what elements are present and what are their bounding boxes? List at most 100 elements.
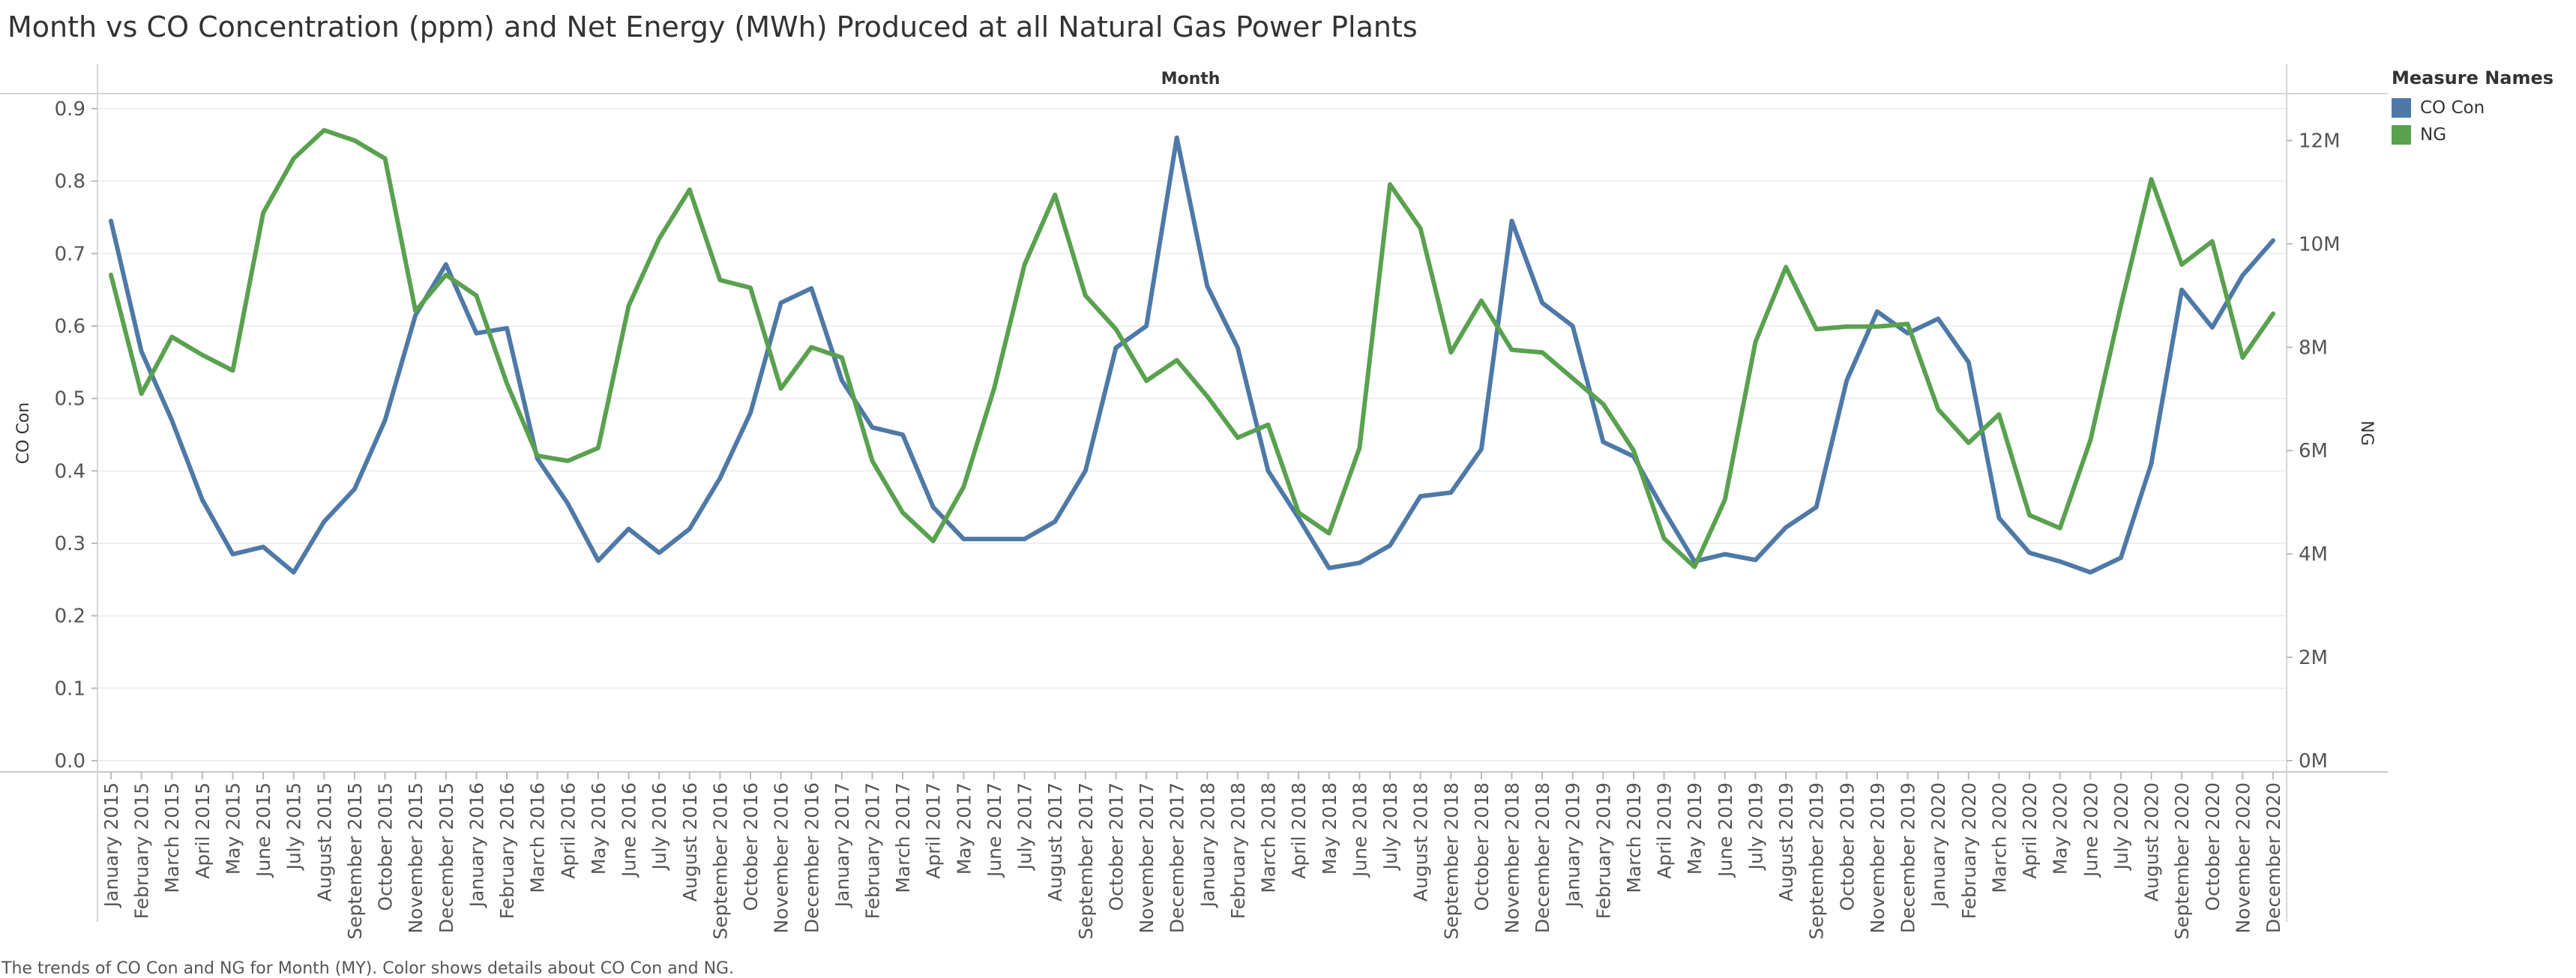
x-tick-label: February 2018	[1227, 782, 1249, 919]
y-right-tick-label: 2M	[2299, 647, 2328, 669]
x-tick-label: January 2017	[831, 782, 853, 908]
legend-item-co-con[interactable]: CO Con	[2392, 94, 2554, 121]
x-tick-label: July 2018	[1379, 782, 1401, 872]
header-axis-label: Month	[1161, 70, 1221, 88]
y-axis-left-label: CO Con	[14, 402, 33, 464]
x-tick-label: May 2020	[2050, 782, 2071, 875]
x-tick-label: September 2019	[1806, 782, 1828, 940]
x-tick-label: May 2015	[222, 782, 244, 875]
legend-label-ng: NG	[2420, 125, 2447, 145]
y-left-tick-label: 0.2	[55, 606, 85, 628]
x-tick-label: October 2015	[375, 782, 397, 911]
x-tick-label: April 2017	[923, 782, 945, 879]
y-right-tick-label: 0M	[2299, 750, 2328, 773]
x-tick-label: May 2017	[953, 782, 975, 875]
x-tick-label: June 2016	[619, 782, 640, 878]
x-tick-label: February 2020	[1958, 782, 1980, 919]
y-right-tick-label: 8M	[2299, 336, 2328, 359]
y-axis-right-ticks: 0M 2M 4M 6M 8M 10M 12M	[2287, 130, 2341, 773]
y-axis-left-ticks: 0.0 0.1 0.2 0.3 0.4 0.5 0.6 0.7 0.8 0.9	[55, 98, 97, 773]
y-left-tick-label: 0.7	[55, 243, 85, 265]
x-tick-label: November 2016	[771, 782, 792, 934]
x-tick-label: October 2020	[2202, 782, 2224, 911]
x-tick-label: April 2016	[557, 782, 579, 879]
legend-item-ng[interactable]: NG	[2392, 121, 2554, 148]
x-tick-label: August 2019	[1775, 782, 1797, 902]
x-tick-label: January 2020	[1928, 782, 1949, 908]
x-tick-label: April 2020	[2019, 782, 2041, 879]
x-axis-ticks: January 2015 February 2015 March 2015 April…	[100, 772, 2284, 940]
x-tick-label: August 2016	[679, 782, 701, 902]
legend-swatch-co-con	[2392, 98, 2411, 118]
x-tick-label: July 2015	[283, 782, 305, 872]
x-tick-label: June 2020	[2080, 782, 2101, 878]
x-tick-label: September 2016	[709, 782, 731, 940]
x-tick-label: September 2020	[2171, 782, 2193, 940]
x-tick-label: March 2017	[892, 782, 914, 893]
x-tick-label: March 2018	[1258, 782, 1280, 893]
y-left-tick-label: 0.3	[55, 533, 85, 555]
x-tick-label: January 2016	[466, 782, 487, 908]
x-tick-label: October 2018	[1471, 782, 1493, 911]
y-left-tick-label: 0.5	[55, 388, 85, 411]
x-tick-label: November 2018	[1502, 782, 1523, 934]
series-line-ng	[109, 127, 2275, 570]
x-tick-label: March 2019	[1623, 782, 1645, 893]
x-tick-label: April 2018	[1288, 782, 1310, 879]
y-left-tick-label: 0.4	[55, 460, 85, 483]
legend-swatch-ng	[2392, 125, 2411, 145]
y-left-tick-label: 0.9	[55, 98, 85, 121]
x-tick-label: July 2017	[1014, 782, 1036, 872]
x-tick-label: June 2019	[1715, 782, 1736, 878]
x-tick-label: May 2016	[588, 782, 610, 875]
chart-frame	[0, 64, 2388, 922]
x-tick-label: November 2017	[1136, 782, 1158, 934]
x-tick-label: February 2019	[1592, 782, 1614, 919]
x-tick-label: March 2015	[161, 782, 183, 893]
x-tick-label: November 2020	[2232, 782, 2254, 934]
x-tick-label: December 2015	[436, 782, 457, 933]
y-right-tick-label: 12M	[2299, 130, 2341, 152]
x-tick-label: May 2018	[1319, 782, 1340, 875]
x-tick-label: August 2018	[1410, 782, 1432, 902]
x-tick-label: January 2015	[100, 782, 122, 908]
x-tick-label: July 2020	[2110, 782, 2132, 872]
x-tick-label: October 2016	[740, 782, 762, 911]
x-tick-label: February 2017	[861, 782, 883, 919]
chart-title: Month vs CO Concentration (ppm) and Net …	[7, 10, 1418, 43]
x-tick-label: February 2015	[131, 782, 153, 919]
x-tick-label: October 2017	[1105, 782, 1127, 911]
y-left-tick-label: 0.1	[55, 677, 85, 700]
x-tick-label: September 2015	[344, 782, 366, 940]
x-tick-label: December 2017	[1167, 782, 1188, 933]
line-chart: Month CO Con NG 0.0 0.1 0.2 0.3 0.4 0.5 0.6 0.7…	[0, 64, 2388, 940]
x-tick-label: April 2015	[192, 782, 214, 879]
x-tick-label: October 2019	[1836, 782, 1858, 911]
x-tick-label: June 2018	[1349, 782, 1370, 878]
y-right-tick-label: 6M	[2299, 440, 2328, 462]
y-axis-right-label: NG	[2357, 420, 2376, 446]
y-left-tick-label: 0.6	[55, 316, 85, 338]
x-tick-label: March 2016	[527, 782, 549, 893]
x-tick-label: January 2018	[1197, 782, 1218, 908]
x-tick-label: May 2019	[1684, 782, 1706, 875]
x-tick-label: December 2016	[801, 782, 822, 933]
x-tick-label: July 2016	[648, 782, 670, 872]
x-tick-label: August 2017	[1044, 782, 1066, 902]
x-tick-label: December 2019	[1898, 782, 1919, 933]
x-tick-label: April 2019	[1654, 782, 1676, 879]
x-tick-label: June 2017	[984, 782, 1005, 878]
series-lines	[109, 127, 2275, 575]
y-left-tick-label: 0.8	[55, 171, 85, 193]
x-tick-label: March 2020	[1988, 782, 2010, 893]
x-tick-label: December 2018	[1532, 782, 1553, 933]
legend-label-co-con: CO Con	[2420, 98, 2485, 118]
legend: Measure Names CO Con NG	[2392, 67, 2554, 148]
y-right-tick-label: 4M	[2299, 543, 2328, 566]
x-tick-label: February 2016	[496, 782, 518, 919]
y-right-tick-label: 10M	[2299, 233, 2341, 256]
x-tick-label: August 2015	[313, 782, 335, 902]
x-tick-label: December 2020	[2263, 782, 2284, 933]
series-line-co-con	[109, 135, 2275, 575]
x-tick-label: January 2019	[1562, 782, 1584, 908]
